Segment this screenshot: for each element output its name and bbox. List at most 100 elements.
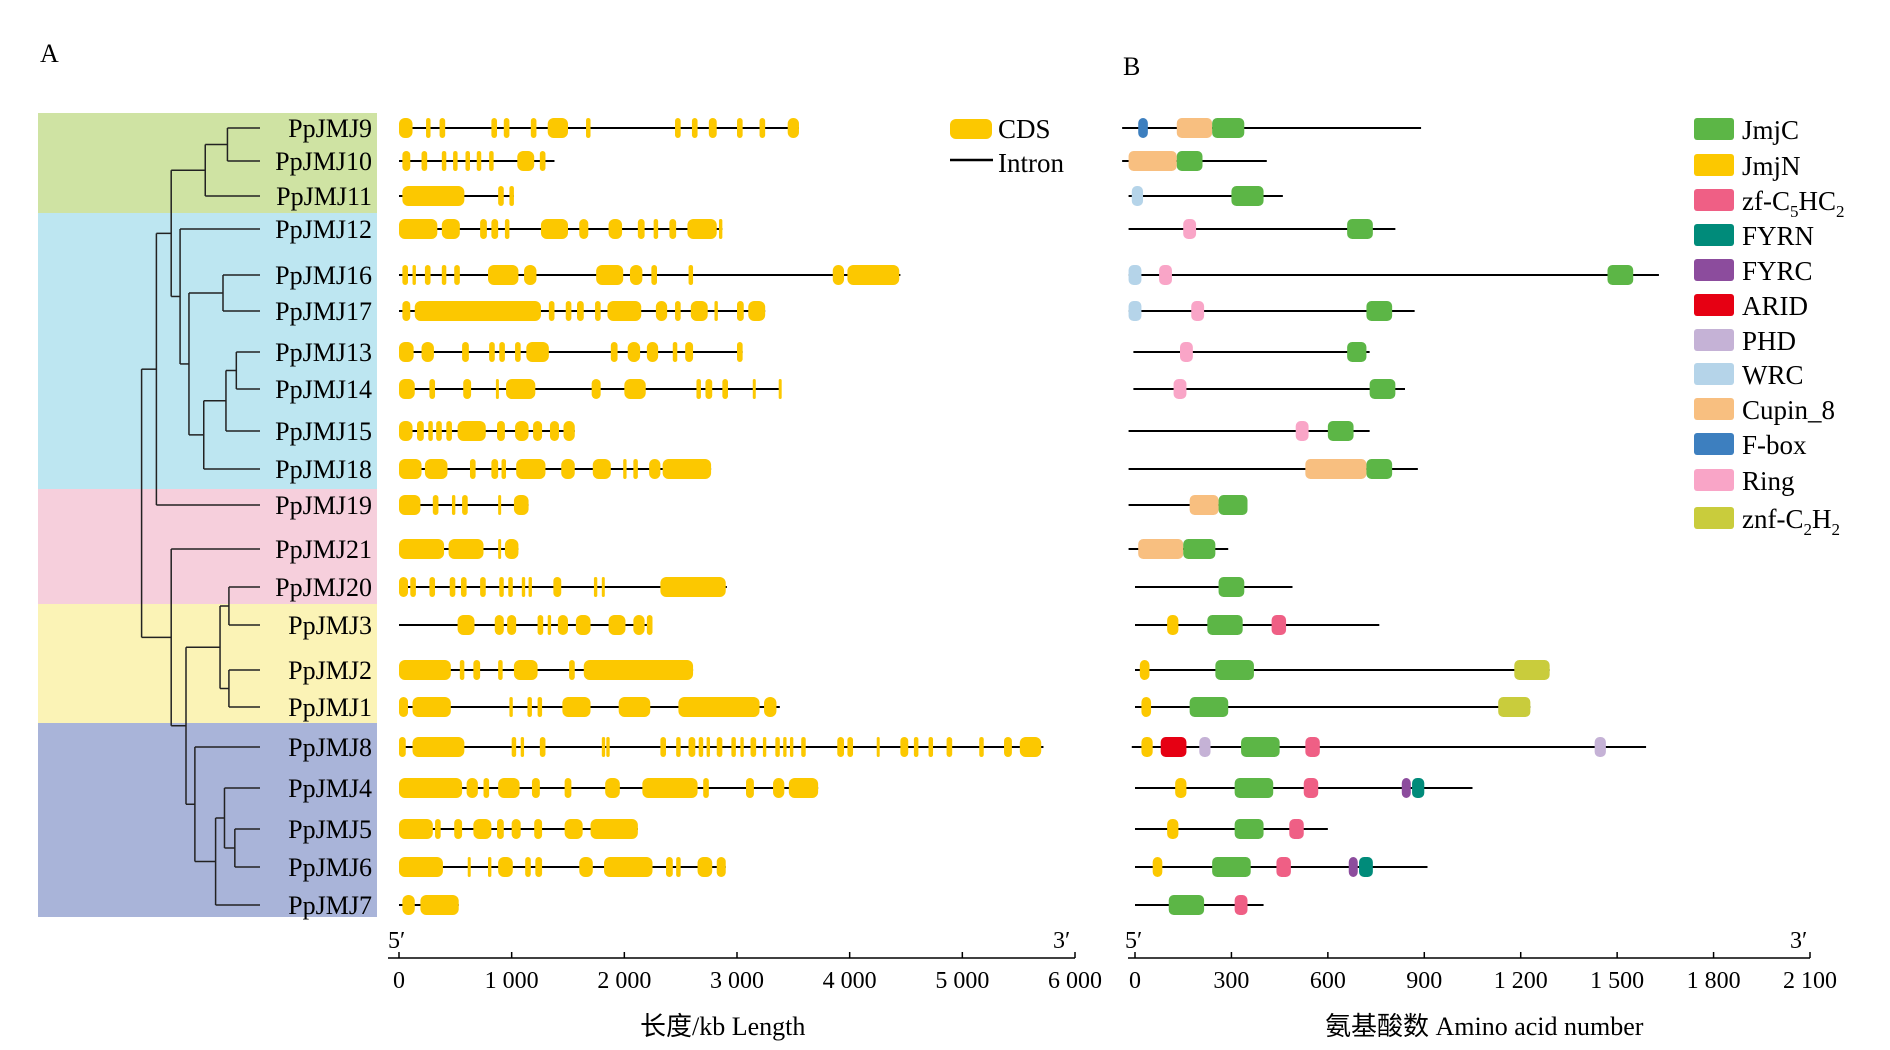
cds-exon-ppjmj17-7 <box>607 301 642 321</box>
cds-exon-ppjmj8-11 <box>698 737 704 757</box>
cds-exon-ppjmj16-12 <box>832 265 845 285</box>
cds-exon-ppjmj15-2 <box>417 421 424 441</box>
cds-exon-ppjmj8-2 <box>412 737 465 757</box>
legend-swatch-phd <box>1694 329 1734 351</box>
legend-swatch-ring <box>1694 469 1734 491</box>
protein-start-label: 5′ <box>1125 928 1142 954</box>
cds-exon-ppjmj8-6 <box>601 737 606 757</box>
domain-arid-ppjmj8-2 <box>1160 737 1187 757</box>
protein-ppjmj6 <box>1135 857 1428 877</box>
protein-ppjmj12 <box>1128 219 1396 239</box>
domain-fyrn-ppjmj4-5 <box>1412 778 1425 798</box>
domain-phd-ppjmj8-3 <box>1199 737 1211 757</box>
gene-label-ppjmj5: PpJMJ5 <box>288 815 372 844</box>
cds-exon-ppjmj17-6 <box>595 301 601 321</box>
cds-exon-ppjmj8-9 <box>676 737 681 757</box>
cds-exon-ppjmj3-7 <box>575 615 591 635</box>
cds-exon-ppjmj1-4 <box>527 697 532 717</box>
cds-exon-ppjmj6-2 <box>467 857 471 877</box>
cds-exon-ppjmj14-9 <box>705 379 713 399</box>
cds-exon-ppjmj14-5 <box>506 379 536 399</box>
cds-exon-ppjmj5-6 <box>511 819 521 839</box>
domain-zf-c5hc2-ppjmj4-3 <box>1303 778 1319 798</box>
protein-ppjmj7 <box>1135 895 1264 915</box>
cds-exon-ppjmj4-7 <box>605 778 620 798</box>
cds-exon-ppjmj20-2 <box>410 577 416 597</box>
cds-exon-ppjmj12-6 <box>540 219 568 239</box>
domain-ring-ppjmj13-1 <box>1180 342 1193 362</box>
cds-exon-ppjmj20-1 <box>399 577 409 597</box>
cds-exon-ppjmj16-8 <box>596 265 624 285</box>
cds-exon-ppjmj3-6 <box>557 615 568 635</box>
cds-exon-ppjmj4-9 <box>703 778 709 798</box>
cds-exon-ppjmj10-1 <box>402 151 411 171</box>
cds-exon-ppjmj4-5 <box>531 778 540 798</box>
protein-ppjmj4 <box>1135 778 1473 798</box>
cds-exon-ppjmj15-5 <box>446 421 452 441</box>
cds-exon-ppjmj15-10 <box>549 421 559 441</box>
gene-structure-ppjmj4 <box>399 778 819 798</box>
structure-tick-label-4000: 4 000 <box>823 968 877 994</box>
domain-fyrc-ppjmj6-4 <box>1348 857 1358 877</box>
cds-exon-ppjmj13-12 <box>685 342 694 362</box>
cds-exon-ppjmj14-11 <box>752 379 756 399</box>
cds-exon-ppjmj19-6 <box>513 495 529 515</box>
subfamily-bands <box>38 113 377 917</box>
structure-tick-label-0: 0 <box>393 968 405 994</box>
cds-exon-ppjmj9-1 <box>399 118 413 138</box>
cds-exon-ppjmj10-2 <box>421 151 428 171</box>
cds-exon-ppjmj6-12 <box>716 857 726 877</box>
cds-exon-ppjmj10-4 <box>453 151 458 171</box>
cds-exon-ppjmj15-6 <box>457 421 486 441</box>
cds-exon-ppjmj18-8 <box>592 459 611 479</box>
cds-exon-ppjmj10-6 <box>476 151 482 171</box>
domain-znf-c2h2-ppjmj2-3 <box>1514 660 1550 680</box>
cds-exon-ppjmj17-13 <box>748 301 766 321</box>
cds-exon-ppjmj18-11 <box>649 459 661 479</box>
domain-jmjc-ppjmj2-2 <box>1215 660 1254 680</box>
cds-exon-ppjmj6-5 <box>525 857 531 877</box>
cds-exon-ppjmj12-13 <box>718 219 723 239</box>
cds-exon-ppjmj17-5 <box>577 301 584 321</box>
cds-exon-ppjmj12-5 <box>504 219 510 239</box>
protein-ppjmj1 <box>1135 697 1531 717</box>
domain-jmjc-ppjmj11-2 <box>1231 186 1264 206</box>
cds-exon-ppjmj4-2 <box>466 778 478 798</box>
cds-exon-ppjmj13-2 <box>421 342 434 362</box>
cds-exon-ppjmj2-2 <box>459 660 465 680</box>
cds-exon-ppjmj8-10 <box>688 737 696 757</box>
cds-exon-ppjmj15-4 <box>436 421 442 441</box>
cds-exon-ppjmj5-5 <box>497 819 504 839</box>
cds-exon-ppjmj1-9 <box>764 697 777 717</box>
domain-jmjc-ppjmj20-1 <box>1218 577 1245 597</box>
domain-wrc-ppjmj17-1 <box>1128 301 1142 321</box>
cds-exon-ppjmj16-13 <box>847 265 900 285</box>
cds-exon-ppjmj8-30 <box>1004 737 1012 757</box>
cds-exon-ppjmj8-28 <box>946 737 953 757</box>
gene-labels: PpJMJ9 PpJMJ10 PpJMJ11 PpJMJ12 PpJMJ16 PpJMJ1… <box>275 114 372 920</box>
cds-exon-ppjmj1-2 <box>412 697 451 717</box>
cds-exon-ppjmj4-10 <box>746 778 754 798</box>
gene-structure-ppjmj8 <box>399 737 1044 757</box>
cds-exon-ppjmj3-5 <box>547 615 552 635</box>
protein-axis-title: 氨基酸数 Amino acid number <box>1325 1012 1644 1041</box>
protein-ppjmj15 <box>1128 421 1370 441</box>
gene-label-ppjmj15: PpJMJ15 <box>275 417 372 446</box>
domain-fyrn-ppjmj6-5 <box>1359 857 1373 877</box>
cds-exon-ppjmj9-8 <box>586 118 591 138</box>
cds-exon-ppjmj4-11 <box>773 778 785 798</box>
cds-exon-ppjmj3-9 <box>633 615 645 635</box>
protein-ppjmj2 <box>1135 660 1550 680</box>
cds-exon-ppjmj6-7 <box>579 857 593 877</box>
structure-tick-label-5000: 5 000 <box>935 968 989 994</box>
cds-exon-ppjmj8-8 <box>660 737 667 757</box>
gene-structure-ppjmj9 <box>399 118 799 138</box>
protein-ppjmj16 <box>1128 265 1659 285</box>
domain-jmjc-ppjmj16-3 <box>1607 265 1634 285</box>
domain-cupin-8-ppjmj10-1 <box>1128 151 1177 171</box>
domain-zf-c5hc2-ppjmj8-5 <box>1305 737 1320 757</box>
cds-exon-ppjmj3-2 <box>494 615 504 635</box>
cds-exon-ppjmj12-7 <box>579 219 589 239</box>
cds-exon-ppjmj11-3 <box>509 186 514 206</box>
